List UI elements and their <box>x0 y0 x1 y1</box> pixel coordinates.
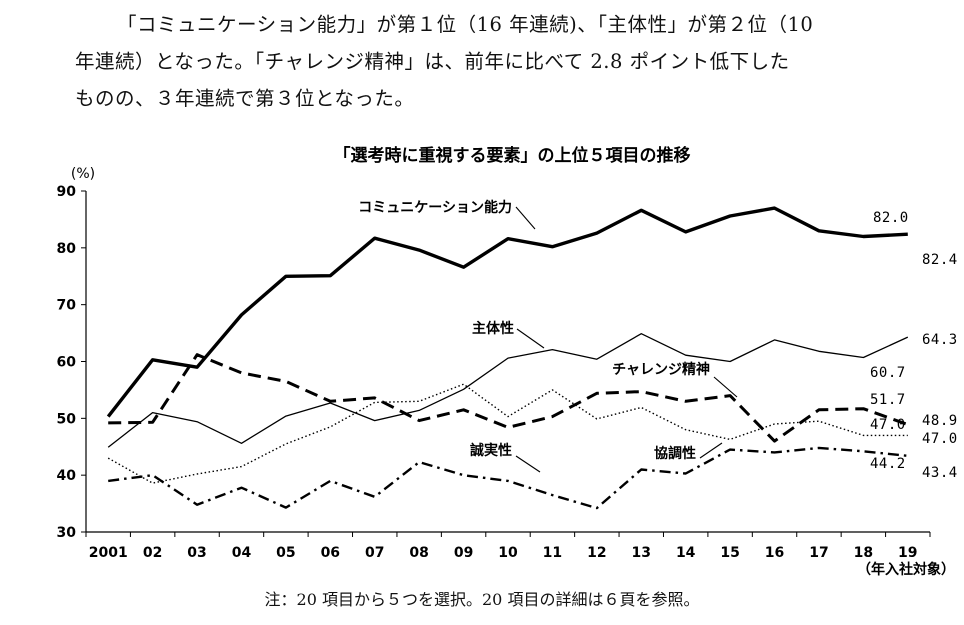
label-communication: コミュニケーション能力 <box>358 199 512 216</box>
x-tick-label: 19 <box>898 545 917 561</box>
value-label: 64.3 <box>922 332 958 348</box>
footnote: 注：20 項目から５つを選択。20 項目の詳細は６頁を参照。 <box>264 590 700 609</box>
x-tick-label: 15 <box>720 545 739 561</box>
x-tick-label: 07 <box>365 545 384 561</box>
axes: 30 40 50 60 70 80 90 2001 02 03 04 05 06 07 08 09 10 11 12… <box>57 184 931 561</box>
value-label: 82.0 <box>873 210 909 226</box>
x-tick-label: 08 <box>409 545 428 561</box>
x-tick-label: 16 <box>765 545 784 561</box>
paragraph-line-2: 年連続）となった。「チャレンジ精神」は、前年に比べて 2.8 ポイント低下した <box>75 50 790 73</box>
label-kyochosei: 協調性 <box>654 445 696 462</box>
x-tick-label: 2001 <box>89 545 128 561</box>
y-tick-label: 60 <box>57 355 77 371</box>
chart-title: 「選考時に重視する要素」の上位５項目の推移 <box>334 145 691 166</box>
y-tick-label: 30 <box>57 525 77 541</box>
series-line-4 <box>108 446 908 510</box>
label-shutaisei: 主体性 <box>472 320 514 337</box>
x-tick-label: 06 <box>321 545 340 561</box>
x-tick-label: 10 <box>498 545 518 561</box>
label-kyochosei-leader <box>699 442 723 459</box>
y-tick-label: 70 <box>57 298 77 314</box>
x-tick-label: 14 <box>676 545 696 561</box>
value-label: 51.7 <box>870 392 906 408</box>
value-label: 82.4 <box>922 252 958 268</box>
series-line-1 <box>107 333 909 448</box>
x-tick-label: 02 <box>143 545 162 561</box>
value-label: 60.7 <box>870 365 906 381</box>
y-tick-label: 50 <box>57 411 77 427</box>
x-tick-label: 03 <box>187 545 206 561</box>
label-communication-leader <box>515 206 536 230</box>
x-tick-label: 17 <box>809 545 828 561</box>
label-seijitsusei: 誠実性 <box>470 442 512 459</box>
value-label: 47.0 <box>922 431 958 447</box>
x-tick-label: 18 <box>854 545 873 561</box>
intro-paragraph: 「コミュニケーション能力」が第１位（16 年連続)、「主体性」が第２位（10 年… <box>75 6 945 117</box>
label-challenge-leader <box>713 376 738 398</box>
y-tick-label: 40 <box>57 468 77 484</box>
paragraph-line-3: ものの、３年連続で第３位となった。 <box>75 87 415 110</box>
label-seijitsusei-leader <box>515 455 541 473</box>
value-label: 43.4 <box>922 465 958 481</box>
value-label: 48.9 <box>922 413 958 429</box>
series-line-0 <box>106 206 908 418</box>
x-tick-label: 04 <box>232 545 252 561</box>
x-tick-label: 13 <box>632 545 651 561</box>
value-label: 44.2 <box>870 456 906 472</box>
x-axis-label: （年入社対象） <box>857 561 955 578</box>
y-tick-label: 80 <box>57 241 77 257</box>
paragraph-line-1: 「コミュニケーション能力」が第１位（16 年連続)、「主体性」が第２位（10 <box>117 13 814 36</box>
value-label: 47.0 <box>870 417 906 433</box>
series-line-3 <box>107 383 908 484</box>
label-challenge: チャレンジ精神 <box>612 361 710 378</box>
x-tick-label: 11 <box>543 545 562 561</box>
series-line-2 <box>108 353 909 443</box>
x-tick-label: 09 <box>454 545 473 561</box>
y-axis-unit-label: (%) <box>71 166 95 182</box>
series-lines <box>106 206 909 510</box>
x-tick-label: 12 <box>587 545 606 561</box>
label-shutaisei-leader <box>516 328 545 349</box>
x-tick-label: 05 <box>276 545 295 561</box>
y-tick-label: 90 <box>57 184 77 200</box>
